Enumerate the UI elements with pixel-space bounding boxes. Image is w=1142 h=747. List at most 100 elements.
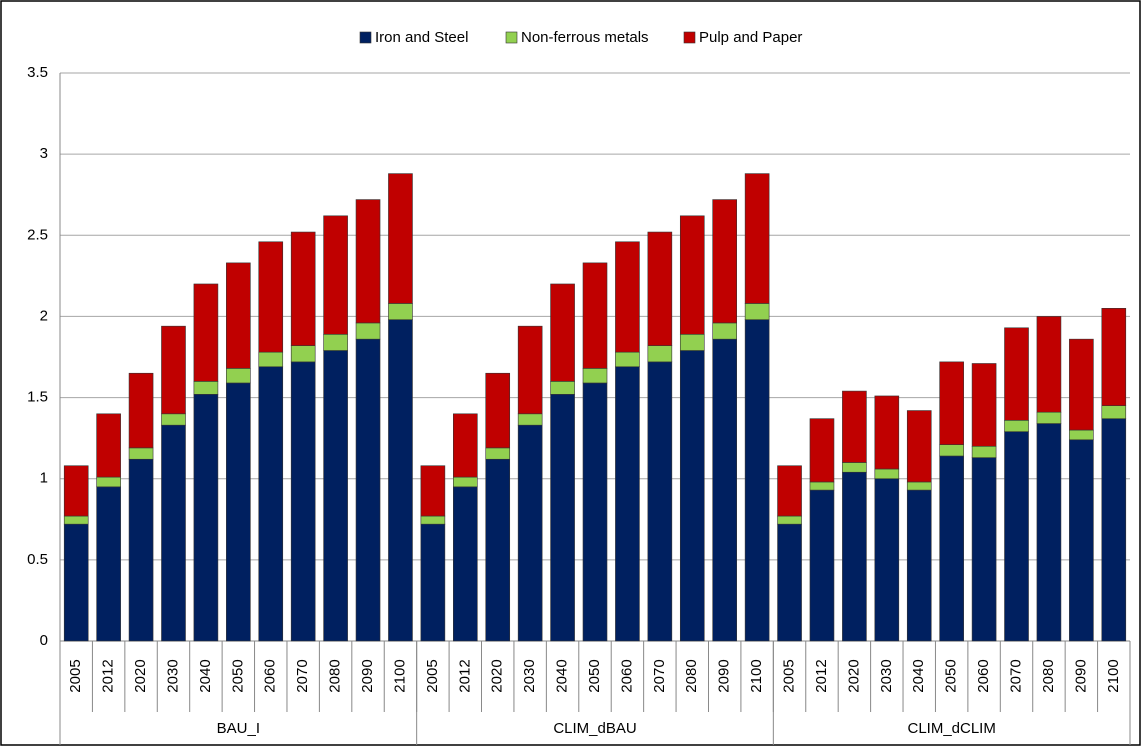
bar-segment: [1036, 316, 1062, 413]
bar-segment: [388, 319, 413, 642]
bar-segment: [971, 445, 997, 458]
bar-segment: [1004, 431, 1029, 642]
y-tick-label: 0: [40, 632, 48, 649]
bar-segment: [517, 325, 543, 415]
legend-swatch: [683, 31, 696, 44]
x-tick-label: 2005: [67, 659, 84, 692]
bar-segment: [842, 390, 867, 463]
bar-segment: [971, 457, 997, 642]
bar-segment: [193, 283, 219, 382]
x-tick-label: 2020: [489, 659, 506, 692]
bar-segment: [777, 523, 802, 642]
bar-segment: [906, 489, 932, 642]
bar-segment: [874, 468, 900, 480]
bar-segment: [842, 471, 867, 642]
bar-segment: [777, 465, 802, 517]
bar-segment: [226, 382, 251, 642]
y-tick-label: 0.5: [27, 551, 48, 568]
bar-segment: [420, 465, 446, 517]
bar-segment: [323, 333, 348, 351]
bar-segment: [226, 262, 251, 369]
y-tick-label: 1.5: [27, 389, 48, 406]
bar-segment: [453, 486, 478, 642]
x-tick-label: 2070: [294, 659, 311, 692]
bar-segment: [550, 283, 575, 382]
bar-segment: [161, 325, 186, 415]
y-tick-label: 1: [40, 470, 48, 487]
bar-segment: [1036, 423, 1062, 642]
bar-segment: [712, 199, 737, 324]
bar-segment: [1069, 338, 1094, 431]
bar-segment: [96, 413, 121, 478]
bar-segment: [582, 262, 608, 369]
bar-segment: [193, 394, 219, 642]
bar-segment: [485, 447, 511, 460]
bar-segment: [420, 515, 446, 525]
y-tick-label: 2: [40, 307, 48, 324]
x-tick-label: 2040: [197, 659, 214, 692]
bar-segment: [1101, 418, 1127, 642]
bar-segment: [971, 363, 997, 447]
bar-segment: [453, 476, 478, 488]
bar-segment: [939, 444, 964, 457]
y-tick-label: 3: [40, 145, 48, 162]
bar-segment: [712, 322, 737, 340]
legend-label: Pulp and Paper: [699, 29, 802, 46]
x-tick-label: 2100: [1105, 659, 1122, 692]
bar-segment: [647, 361, 673, 642]
bar-segment: [485, 372, 511, 449]
bar-segment: [128, 372, 154, 449]
bar-segment: [1101, 308, 1127, 406]
x-tick-label: 2012: [813, 659, 830, 692]
x-tick-label: 2012: [456, 659, 473, 692]
x-tick-label: 2080: [327, 659, 344, 692]
bar-segment: [615, 241, 640, 353]
bar-segment: [355, 338, 381, 642]
bar-segment: [906, 481, 932, 491]
bar-segment: [258, 241, 284, 353]
bar-segment: [1036, 411, 1062, 424]
bar-segment: [96, 486, 121, 642]
legend-swatch: [359, 31, 372, 44]
bar-segment: [550, 394, 575, 642]
x-tick-label: 2012: [100, 659, 117, 692]
bar-segment: [128, 458, 154, 642]
bar-segment: [258, 366, 284, 642]
x-tick-label: 2030: [164, 659, 181, 692]
bar-segment: [777, 515, 802, 525]
bar-segment: [906, 410, 932, 483]
bar-segment: [679, 350, 705, 642]
x-tick-label: 2090: [716, 659, 733, 692]
bar-segment: [550, 381, 575, 395]
legend-label: Iron and Steel: [375, 29, 468, 46]
bar-segment: [615, 366, 640, 642]
bar-segment: [63, 523, 89, 642]
x-tick-label: 2060: [262, 659, 279, 692]
x-tick-label: 2020: [132, 659, 149, 692]
bar-segment: [388, 173, 413, 304]
legend-swatch: [505, 31, 518, 44]
bar-segment: [63, 465, 89, 517]
bar-segment: [809, 481, 835, 491]
x-tick-label: 2050: [229, 659, 246, 692]
group-label: CLIM_dCLIM: [907, 720, 995, 737]
bar-segment: [485, 458, 511, 642]
x-tick-label: 2100: [748, 659, 765, 692]
bar-segment: [226, 368, 251, 384]
x-tick-label: 2040: [910, 659, 927, 692]
x-tick-label: 2005: [424, 659, 441, 692]
legend-label: Non-ferrous metals: [521, 29, 649, 46]
bar-segment: [744, 173, 770, 304]
x-tick-label: 2080: [1040, 659, 1057, 692]
bar-segment: [809, 489, 835, 642]
bar-segment: [388, 303, 413, 320]
bar-segment: [582, 368, 608, 384]
bar-segment: [712, 338, 737, 642]
bar-segment: [874, 478, 900, 642]
bar-segment: [647, 345, 673, 363]
bar-segment: [290, 231, 316, 346]
bar-segment: [290, 361, 316, 642]
group-label: CLIM_dBAU: [553, 720, 636, 737]
bar-segment: [582, 382, 608, 642]
